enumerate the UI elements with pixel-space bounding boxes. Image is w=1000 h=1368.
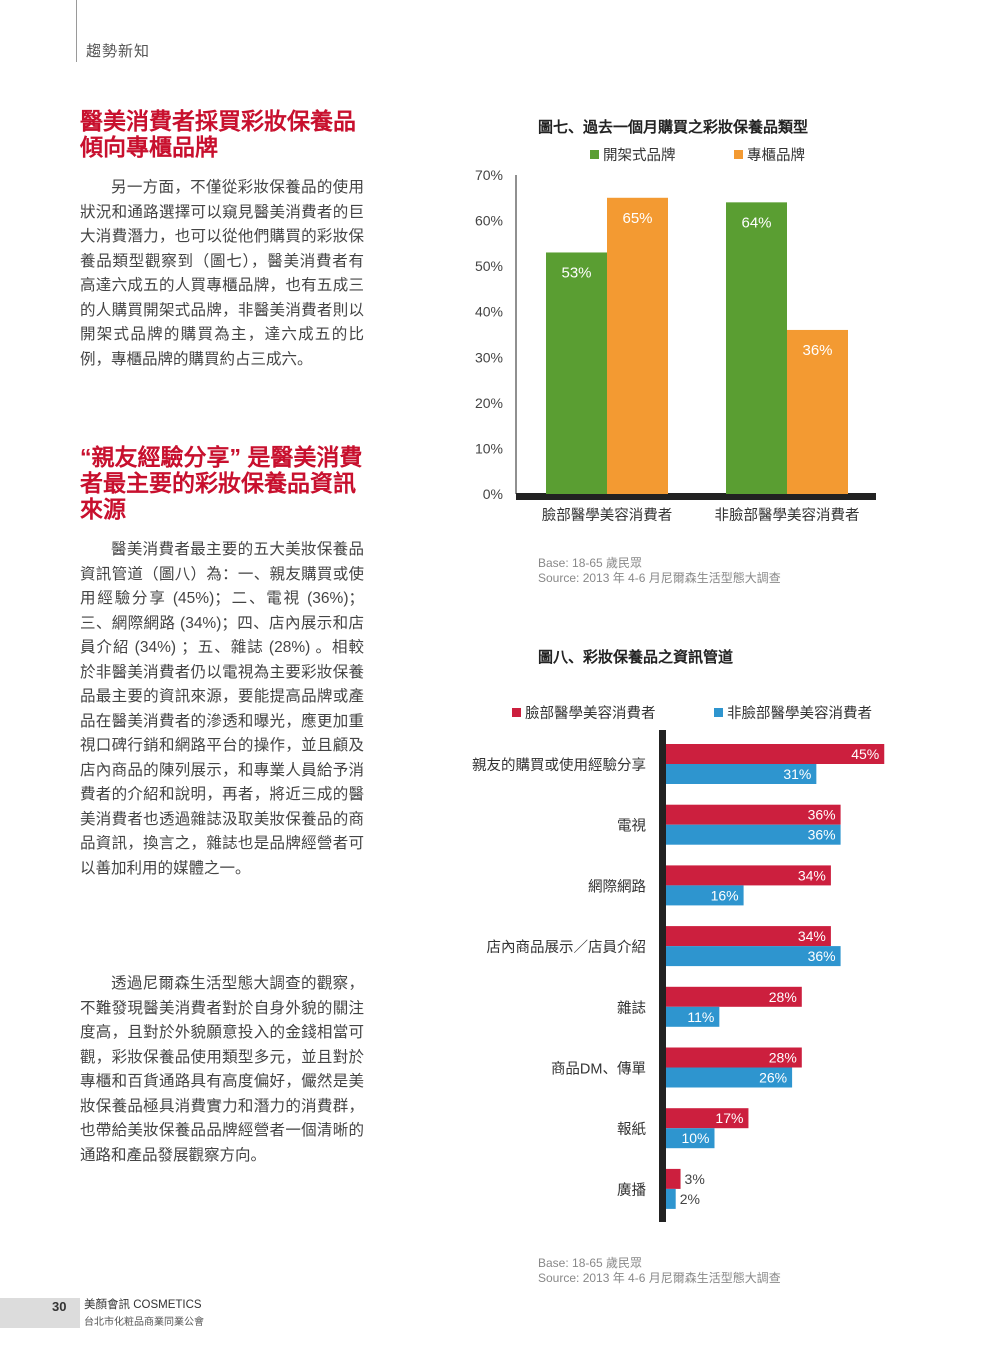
legend-swatch [734,150,743,159]
figure7-source-line: Source: 2013 年 4-6 月尼爾森生活型態大調查 [538,571,781,585]
legend-label: 開架式品牌 [603,148,676,164]
bar [666,824,841,845]
bar [666,1047,802,1068]
bar [666,1006,720,1027]
figure8-title: 圖八、彩妝保養品之資訊管道 [538,649,734,666]
bar-value-label: 53% [561,264,591,281]
y-tick-label: 40% [475,304,503,320]
bar-value-label: 36% [802,342,832,359]
bar-value-label: 65% [622,210,652,227]
figure8-source-line: Source: 2013 年 4-6 月尼爾森生活型態大調查 [538,1271,781,1285]
bar-value-label: 31% [783,766,811,782]
legend-swatch [714,708,723,717]
bar [666,1067,793,1088]
bar [787,329,848,494]
legend-label: 非臉部醫學美容消費者 [727,706,872,722]
figure8-chart: 45% 31% 親友的購買或使用經驗分享 36% 36% 電視 34% 16% 網際網路 34% 3… [472,730,885,1222]
bar [666,926,831,947]
page-number: 30 [52,1299,67,1314]
bar-value-label: 11% [687,1009,714,1025]
y-category-label: 雜誌 [617,1000,646,1017]
bar-value-label: 10% [681,1130,709,1146]
bar-value-label: 36% [808,948,836,964]
bar [666,865,831,886]
legend-swatch [590,150,599,159]
article-heading-1: 醫美消費者採買彩妝保養品傾向專櫃品牌 [80,108,356,160]
y-category-label: 報紙 [617,1121,646,1138]
x-axis-bar [516,493,876,500]
article-paragraph-2: 醫美消費者最主要的五大美妝保養品資訊管道（圖八）為：一、親友購買或使用經驗分享 … [80,541,364,877]
bar [666,744,885,764]
bar [666,1128,715,1149]
section-label: 趨勢新知 [86,43,151,60]
bar-value-label: 28% [769,1050,797,1066]
x-category-label: 臉部醫學美容消費者 [542,506,673,524]
figure8-legend-1: 臉部醫學美容消費者 [512,702,656,723]
bar-value-label: 36% [808,807,836,823]
legend-swatch [512,708,521,717]
bar [666,1108,749,1129]
bar-value-label: 45% [851,746,879,762]
bar-value-label: 16% [711,887,739,903]
figure7-base: Base: 18-65 歲民眾 Source: 2013 年 4-6 月尼爾森生… [538,556,781,586]
y-tick-label: 10% [475,440,503,456]
bar-value-label: 17% [715,1110,743,1126]
figure8-legend-2: 非臉部醫學美容消費者 [714,702,872,723]
bar [666,764,817,784]
bar-value-label: 3% [685,1171,705,1187]
bar [666,986,802,1007]
figure7-legend-1: 開架式品牌 [590,144,676,165]
bar [666,946,841,967]
y-category-label: 商品DM、傳單 [551,1061,646,1078]
article-heading-2: “親友經驗分享” 是醫美消費者最主要的彩妝保養品資訊來源 [80,444,363,522]
x-category-label: 非臉部醫學美容消費者 [715,506,860,524]
bar [666,804,841,825]
bar [666,885,744,906]
bar [607,197,668,494]
bar-value-label: 34% [798,867,826,883]
bar [726,202,787,494]
figure8-base-line: Base: 18-65 歲民眾 [538,1256,643,1270]
y-tick-label: 70% [475,167,503,183]
y-tick-label: 60% [475,213,503,229]
article-paragraph-1: 另一方面，不僅從彩妝保養品的使用狀況和通路選擇可以窺見醫美消費者的巨大消費潛力，… [80,179,364,368]
y-tick-label: 0% [483,486,503,502]
figure7-base-line: Base: 18-65 歲民眾 [538,556,643,570]
y-category-label: 店內商品展示／店員介紹 [487,939,647,956]
association-name: 台北市化粧品商業同業公會 [84,1317,204,1328]
figure8-base: Base: 18-65 歲民眾 Source: 2013 年 4-6 月尼爾森生… [538,1256,781,1286]
legend-label: 專櫃品牌 [747,148,805,164]
y-axis-bar [659,730,666,1222]
header-rule [76,0,77,62]
figure7-chart: 0% 10% 20% 30% 40% 50% 60% 70% 53% 65% 臉部醫學美容消費者 64… [475,167,876,524]
bar-value-label: 64% [741,214,771,231]
bar-value-label: 28% [769,989,797,1005]
y-category-label: 親友的購買或使用經驗分享 [472,757,646,774]
y-tick-label: 50% [475,258,503,274]
y-category-label: 網際網路 [588,878,646,895]
bar-value-label: 26% [759,1070,787,1086]
bar [666,1168,681,1189]
legend-label: 臉部醫學美容消費者 [525,706,656,722]
bar-value-label: 36% [808,827,836,843]
bar-value-label: 2% [680,1191,700,1207]
article-paragraph-3: 透過尼爾森生活型態大調查的觀察，不難發現醫美消費者對於自身外貌的關注度高，且對於… [80,975,364,1164]
y-category-label: 廣播 [617,1182,646,1199]
footer-band [0,1298,80,1328]
figure7-title: 圖七、過去一個月購買之彩妝保養品類型 [538,119,809,136]
y-tick-label: 20% [475,395,503,411]
bar [546,252,607,494]
figure7-legend-2: 專櫃品牌 [734,144,805,165]
bar-value-label: 34% [798,928,826,944]
magazine-name: 美顏會訊 COSMETICS [84,1299,202,1311]
y-category-label: 電視 [617,818,646,835]
bar [666,1188,676,1209]
y-tick-label: 30% [475,349,503,365]
